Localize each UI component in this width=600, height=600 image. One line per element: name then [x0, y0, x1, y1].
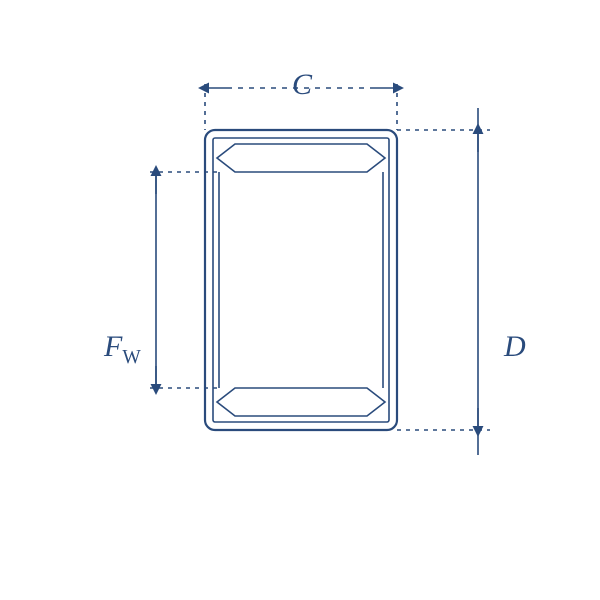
roller-top: [217, 144, 385, 172]
dim-label-c: C: [292, 68, 312, 102]
dim-label-fw-sub: W: [122, 347, 140, 368]
dim-label-fw: FW: [104, 330, 141, 369]
roller-bottom: [217, 388, 385, 416]
dim-label-fw-main: F: [104, 330, 122, 363]
outer-shell: [205, 130, 397, 430]
dim-label-d: D: [504, 330, 526, 364]
inner-shell: [213, 138, 389, 422]
